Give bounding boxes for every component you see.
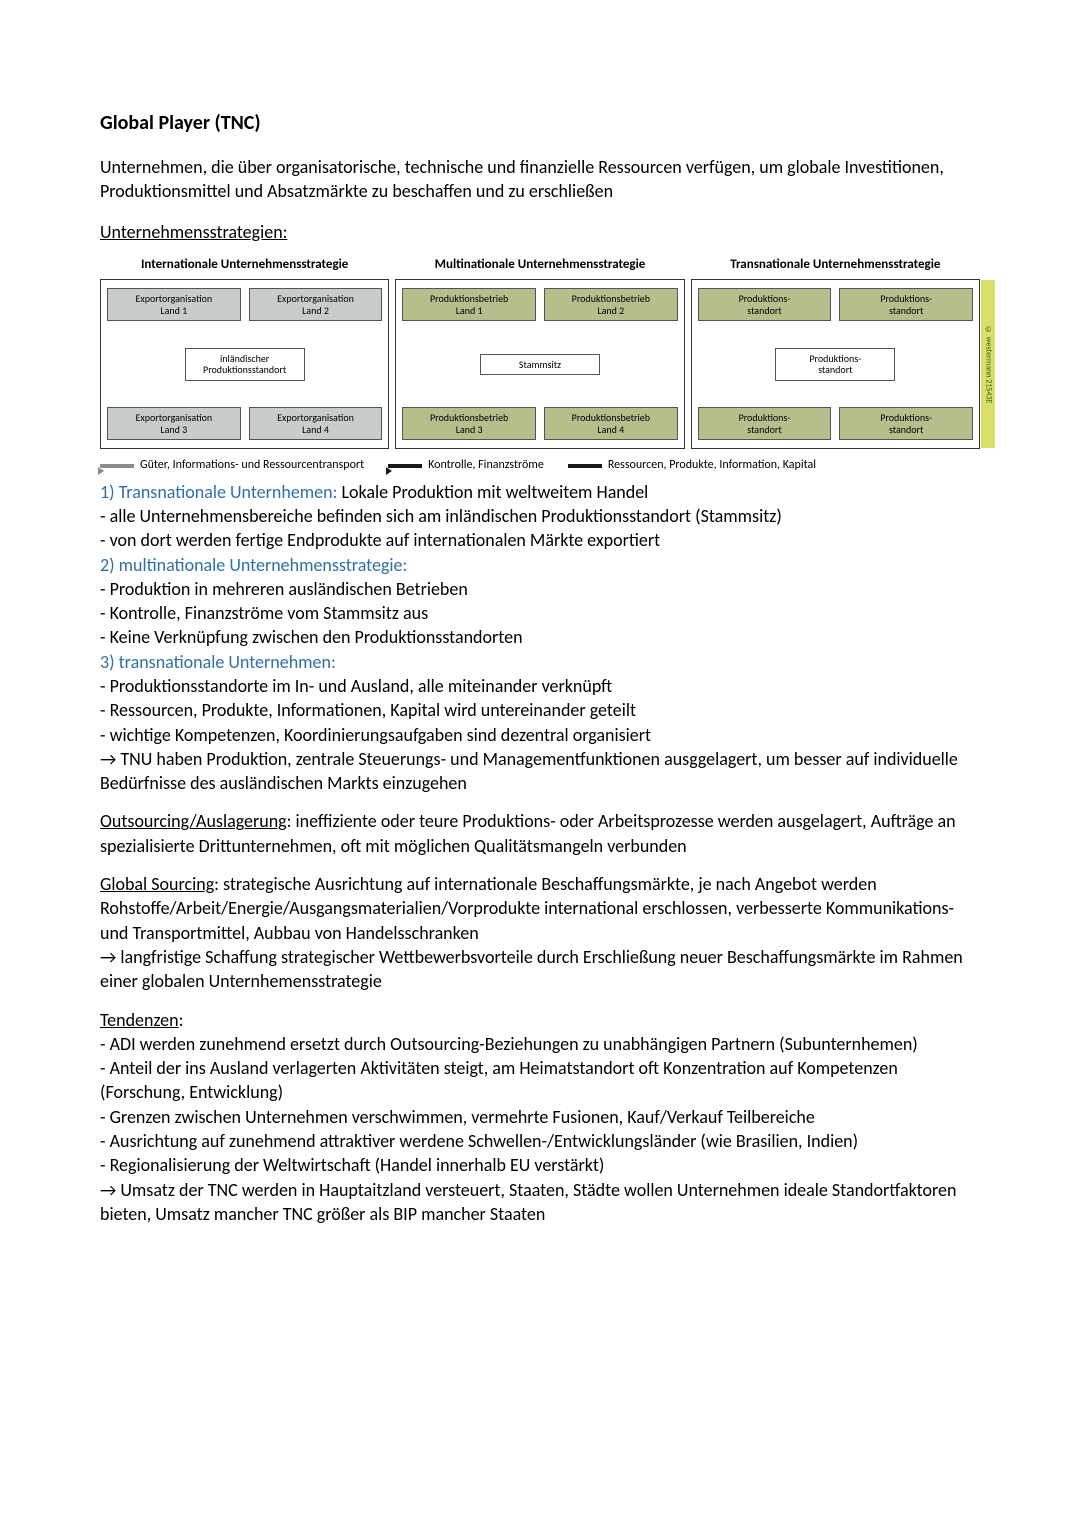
globalsourcing-label: Global Sourcing [100,873,214,895]
legend-swatch [388,464,422,468]
s2-point-1: - Kontrolle, Finanzströme vom Stammsitz … [100,601,980,625]
tendenzen-point-3: - Ausrichtung auf zunehmend attraktiver … [100,1129,980,1153]
diagram-node: ExportorganisationLand 3 [107,407,241,440]
globalsourcing-text: : strategische Ausrichtung auf internati… [100,873,954,944]
legend-swatch [568,464,602,468]
tendenzen-heading: Tendenzen: [100,1008,980,1032]
s3-point-0: - Produktionsstandorte im In- und Auslan… [100,674,980,698]
subheading-1: 1) Transnationale Unternhemen: [100,481,337,503]
diagram-node: Stammsitz [480,354,600,376]
tendenzen-label: Tendenzen [100,1009,179,1031]
strategy-body-0: ExportorganisationLand 1Exportorganisati… [100,279,389,449]
strategy-column-0: Internationale Unternehmensstrategie Expo… [100,256,389,450]
s3-point-2: - wichtige Kompetenzen, Koordinierungsau… [100,723,980,747]
subheading-2: 2) multinationale Unternehmensstrategie: [100,553,980,577]
legend-label: Güter, Informations- und Ressourcentrans… [140,457,364,473]
strategy-title-1: Multinationale Unternehmensstrategie [395,256,684,274]
tendenzen-arrow: Umsatz der TNC werden in Hauptaitzland v… [100,1178,980,1227]
strategy-column-2: Transnationale Unternehmensstrategie Prod… [691,256,980,450]
strategy-body-1: ProduktionsbetriebLand 1Produktionsbetri… [395,279,684,449]
tendenzen-point-4: - Regionalisierung der Weltwirtschaft (H… [100,1153,980,1177]
diagram-node: ExportorganisationLand 2 [249,288,383,321]
subheading-1-rest: Lokale Produktion mit weltweitem Handel [337,481,648,503]
diagram-node: Produktions-standort [839,288,973,321]
s1-point-0: - alle Unternehmensbereiche befinden sic… [100,504,980,528]
globalsourcing-para: Global Sourcing: strategische Ausrichtun… [100,872,980,945]
s3-arrow: TNU haben Produktion, zentrale Steuerung… [100,747,980,796]
diagram-node: Produktions-standort [839,407,973,440]
s3-point-1: - Ressourcen, Produkte, Informationen, K… [100,698,980,722]
legend-item-0: Güter, Informations- und Ressourcentrans… [100,457,364,473]
strategies-heading: Unternehmensstrategien: [100,220,980,244]
diagram-node: ProduktionsbetriebLand 2 [544,288,678,321]
outsourcing-label: Outsourcing/Auslagerung [100,810,287,832]
legend-item-2: Ressourcen, Produkte, Information, Kapit… [568,457,816,473]
page-title: Global Player (TNC) [100,110,980,137]
strategies-diagram: Internationale Unternehmensstrategie Expo… [100,256,980,474]
diagram-node: Produktions-standort [775,348,895,381]
outsourcing-para: Outsourcing/Auslagerung: ineffiziente od… [100,809,980,858]
content-body: 1) Transnationale Unternhemen: Lokale Pr… [100,480,980,1227]
tendenzen-point-2: - Grenzen zwischen Unternehmen verschwim… [100,1105,980,1129]
diagram-node: ProduktionsbetriebLand 1 [402,288,536,321]
subheading-3: 3) transnationale Unternehmen: [100,650,980,674]
publisher-badge: © westermann 21543E [981,280,995,448]
tendenzen-point-0: - ADI werden zunehmend ersetzt durch Out… [100,1032,980,1056]
intro-text: Unternehmen, die über organisatorische, … [100,155,980,204]
diagram-node: Produktions-standort [698,407,832,440]
s1-point-1: - von dort werden fertige Endprodukte au… [100,528,980,552]
globalsourcing-arrow: langfristige Schaffung strategischer Wet… [100,945,980,994]
diagram-node: Produktions-standort [698,288,832,321]
legend-item-1: Kontrolle, Finanzströme [388,457,544,473]
s2-point-2: - Keine Verknüpfung zwischen den Produkt… [100,625,980,649]
diagram-node: inländischerProduktionsstandort [185,348,305,381]
legend-label: Ressourcen, Produkte, Information, Kapit… [608,457,816,473]
strategy-title-0: Internationale Unternehmensstrategie [100,256,389,274]
diagram-node: ProduktionsbetriebLand 4 [544,407,678,440]
legend-label: Kontrolle, Finanzströme [428,457,544,473]
diagram-node: ProduktionsbetriebLand 3 [402,407,536,440]
s2-point-0: - Produktion in mehreren ausländischen B… [100,577,980,601]
strategy-column-1: Multinationale Unternehmensstrategie Prod… [395,256,684,450]
tendenzen-point-1: - Anteil der ins Ausland verlagerten Akt… [100,1056,980,1105]
diagram-node: ExportorganisationLand 4 [249,407,383,440]
strategy-title-2: Transnationale Unternehmensstrategie [691,256,980,274]
strategy-body-2: Produktions-standortProduktions-standort… [691,279,980,449]
diagram-node: ExportorganisationLand 1 [107,288,241,321]
legend-swatch [100,464,134,468]
